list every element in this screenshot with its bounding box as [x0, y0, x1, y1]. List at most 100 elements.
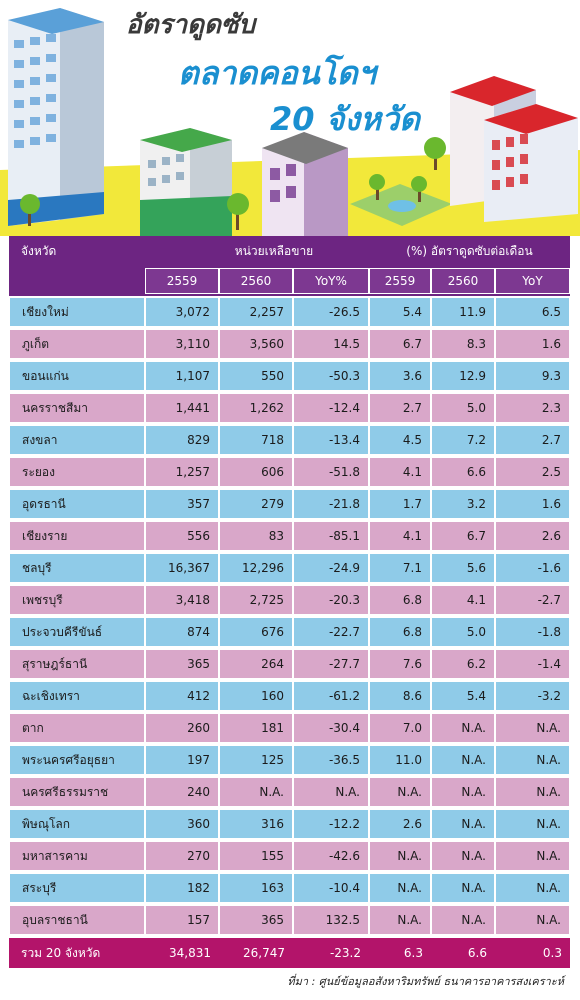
absorption-2559-cell: 4.1 — [369, 521, 431, 551]
absorption-yoy-cell: N.A. — [495, 809, 570, 839]
col-unsold-2559: 2559 — [145, 268, 219, 294]
absorption-yoy-cell: 1.6 — [495, 489, 570, 519]
unsold-2560-cell: 2,725 — [219, 585, 293, 615]
table-row: เชียงราย 556 83 -85.1 4.1 6.7 2.6 — [9, 520, 570, 552]
absorption-yoy-cell: N.A. — [495, 905, 570, 935]
absorption-2560-cell: N.A. — [431, 809, 495, 839]
unsold-2560-cell: 550 — [219, 361, 293, 391]
absorption-yoy-cell: N.A. — [495, 713, 570, 743]
absorption-2560-cell: 5.0 — [431, 393, 495, 423]
province-cell: มหาสารคาม — [9, 841, 145, 871]
province-cell: สงขลา — [9, 425, 145, 455]
unsold-2560-cell: 125 — [219, 745, 293, 775]
total-label: รวม 20 จังหวัด — [21, 946, 101, 960]
absorption-2560-cell: 6.7 — [431, 521, 495, 551]
absorption-2560-cell: 5.4 — [431, 681, 495, 711]
unsold-yoy-cell: -22.7 — [293, 617, 369, 647]
absorption-2559-cell: 2.7 — [369, 393, 431, 423]
total-absorption-2559: 6.3 — [403, 946, 423, 960]
table-row: นครศรีธรรมราช 240 N.A. N.A. N.A. N.A. N.… — [9, 776, 570, 808]
absorption-2560-cell: 6.2 — [431, 649, 495, 679]
absorption-2559-cell: 4.1 — [369, 457, 431, 487]
absorption-2560-cell: N.A. — [431, 713, 495, 743]
absorption-yoy-cell: N.A. — [495, 745, 570, 775]
province-cell: ตาก — [9, 713, 145, 743]
unsold-yoy-cell: -21.8 — [293, 489, 369, 519]
unsold-2560-cell: 316 — [219, 809, 293, 839]
absorption-2560-cell: 3.2 — [431, 489, 495, 519]
table-header-row-2: 2559 2560 YoY% 2559 2560 YoY — [9, 266, 570, 296]
unsold-2559-cell: 365 — [145, 649, 219, 679]
unsold-units-header: หน่วยเหลือขาย — [234, 244, 314, 258]
absorption-2559-cell: N.A. — [369, 905, 431, 935]
col-unsold-2560: 2560 — [219, 268, 293, 294]
table-row: ระยอง 1,257 606 -51.8 4.1 6.6 2.5 — [9, 456, 570, 488]
col-absorption-yoy: YoY — [495, 268, 570, 294]
province-cell: เชียงใหม่ — [9, 297, 145, 327]
unsold-2560-cell: 181 — [219, 713, 293, 743]
absorption-rate-header: (%) อัตราดูดซับต่อเดือน — [406, 244, 533, 258]
unsold-2559-cell: 3,418 — [145, 585, 219, 615]
unsold-2560-cell: 264 — [219, 649, 293, 679]
table-row: ประจวบคีรีขันธ์ 874 676 -22.7 6.8 5.0 -1… — [9, 616, 570, 648]
total-unsold-yoy: -23.2 — [329, 946, 361, 960]
province-cell: ภูเก็ต — [9, 329, 145, 359]
city-buildings-illustration — [0, 8, 580, 236]
source-note: ที่มา : ศูนย์ข้อมูลอสังหาริมทรัพย์ ธนาคา… — [287, 975, 564, 988]
table-row: ภูเก็ต 3,110 3,560 14.5 6.7 8.3 1.6 — [9, 328, 570, 360]
unsold-2559-cell: 16,367 — [145, 553, 219, 583]
table-row: พระนครศรีอยุธยา 197 125 -36.5 11.0 N.A. … — [9, 744, 570, 776]
absorption-yoy-cell: -1.6 — [495, 553, 570, 583]
unsold-yoy-cell: -27.7 — [293, 649, 369, 679]
table-row: สงขลา 829 718 -13.4 4.5 7.2 2.7 — [9, 424, 570, 456]
absorption-rate-table: จังหวัด หน่วยเหลือขาย (%) อัตราดูดซับต่อ… — [9, 236, 570, 968]
absorption-yoy-cell: 9.3 — [495, 361, 570, 391]
absorption-yoy-cell: -1.4 — [495, 649, 570, 679]
unsold-2559-cell: 1,107 — [145, 361, 219, 391]
absorption-yoy-cell: -3.2 — [495, 681, 570, 711]
absorption-2560-cell: 8.3 — [431, 329, 495, 359]
absorption-2559-cell: N.A. — [369, 777, 431, 807]
table-row: มหาสารคาม 270 155 -42.6 N.A. N.A. N.A. — [9, 840, 570, 872]
table-row: อุดรธานี 357 279 -21.8 1.7 3.2 1.6 — [9, 488, 570, 520]
unsold-2560-cell: 83 — [219, 521, 293, 551]
table-row: สุราษฎร์ธานี 365 264 -27.7 7.6 6.2 -1.4 — [9, 648, 570, 680]
unsold-yoy-cell: -36.5 — [293, 745, 369, 775]
absorption-2560-cell: 12.9 — [431, 361, 495, 391]
table-body: เชียงใหม่ 3,072 2,257 -26.5 5.4 11.9 6.5… — [9, 296, 570, 936]
absorption-2560-cell: 5.0 — [431, 617, 495, 647]
absorption-2559-cell: 2.6 — [369, 809, 431, 839]
unsold-yoy-cell: -12.4 — [293, 393, 369, 423]
absorption-2560-cell: N.A. — [431, 905, 495, 935]
absorption-yoy-cell: 2.5 — [495, 457, 570, 487]
col-absorption-2560: 2560 — [431, 268, 495, 294]
province-cell: สุราษฎร์ธานี — [9, 649, 145, 679]
absorption-2559-cell: N.A. — [369, 873, 431, 903]
unsold-2559-cell: 3,072 — [145, 297, 219, 327]
province-cell: พิษณุโลก — [9, 809, 145, 839]
unsold-yoy-cell: -20.3 — [293, 585, 369, 615]
absorption-2559-cell: 3.6 — [369, 361, 431, 391]
table-row: เชียงใหม่ 3,072 2,257 -26.5 5.4 11.9 6.5 — [9, 296, 570, 328]
unsold-yoy-cell: -26.5 — [293, 297, 369, 327]
title-line-3: 20 จังหวัด — [270, 100, 420, 138]
unsold-2560-cell: 1,262 — [219, 393, 293, 423]
province-cell: เชียงราย — [9, 521, 145, 551]
unsold-yoy-cell: -13.4 — [293, 425, 369, 455]
unsold-2560-cell: 606 — [219, 457, 293, 487]
unsold-2560-cell: 155 — [219, 841, 293, 871]
absorption-2559-cell: 4.5 — [369, 425, 431, 455]
absorption-2559-cell: 11.0 — [369, 745, 431, 775]
absorption-yoy-cell: -2.7 — [495, 585, 570, 615]
unsold-2560-cell: 718 — [219, 425, 293, 455]
absorption-yoy-cell: N.A. — [495, 777, 570, 807]
absorption-2560-cell: N.A. — [431, 777, 495, 807]
unsold-2559-cell: 3,110 — [145, 329, 219, 359]
unsold-2559-cell: 1,441 — [145, 393, 219, 423]
province-cell: ประจวบคีรีขันธ์ — [9, 617, 145, 647]
absorption-yoy-cell: 2.3 — [495, 393, 570, 423]
total-unsold-2560: 26,747 — [243, 946, 285, 960]
absorption-2560-cell: N.A. — [431, 873, 495, 903]
unsold-2559-cell: 556 — [145, 521, 219, 551]
absorption-2560-cell: 7.2 — [431, 425, 495, 455]
